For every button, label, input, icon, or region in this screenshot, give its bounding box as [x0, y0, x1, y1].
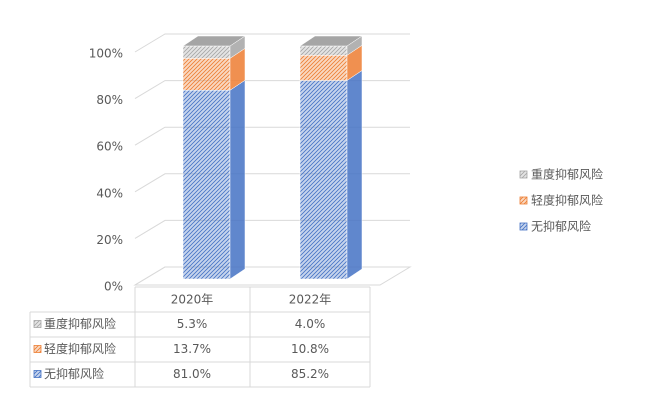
- legend-label: 重度抑郁风险: [531, 167, 603, 182]
- table-header: 2020年: [171, 293, 214, 307]
- bar-segment: [182, 35, 246, 59]
- table-marker: [33, 345, 42, 353]
- grid-line: [134, 80, 410, 100]
- bar-side: [229, 79, 246, 280]
- table-header: 2022年: [289, 293, 332, 307]
- bar-top: [182, 35, 246, 47]
- bar-segment: [299, 70, 363, 280]
- table-row-label: 轻度抑郁风险: [44, 341, 116, 356]
- grid-line: [134, 173, 410, 193]
- table-row-label: 无抑郁风险: [44, 366, 104, 381]
- table-cell: 5.3%: [177, 317, 208, 331]
- table-cell: 4.0%: [295, 317, 326, 331]
- grid-line: [134, 33, 410, 53]
- table-cell: 10.8%: [291, 342, 329, 356]
- bar-side: [346, 70, 363, 280]
- legend-label: 轻度抑郁风险: [531, 193, 603, 208]
- bar-front: [182, 45, 231, 59]
- y-tick-label: 60%: [96, 140, 123, 154]
- table-marker: [33, 370, 42, 378]
- y-tick-label: 80%: [96, 93, 123, 107]
- table-cell: 13.7%: [173, 342, 211, 356]
- table-cell: 85.2%: [291, 367, 329, 381]
- bar-segment: [182, 47, 246, 91]
- table-cell: 81.0%: [173, 367, 211, 381]
- bar-top: [299, 35, 363, 47]
- data-table-grid: [29, 286, 371, 388]
- y-tick-label: 100%: [89, 47, 123, 61]
- bar-segment: [299, 35, 363, 56]
- table-marker: [33, 320, 42, 328]
- y-tick-label: 20%: [96, 233, 123, 247]
- bar-front: [182, 90, 231, 280]
- bar-segment: [182, 79, 246, 280]
- legend-marker: [519, 170, 528, 179]
- bar-front: [182, 58, 231, 91]
- legend-marker: [519, 222, 528, 231]
- grid-line: [134, 266, 410, 286]
- grid-line: [134, 219, 410, 239]
- legend-label: 无抑郁风险: [531, 219, 591, 234]
- bar-segment: [299, 44, 363, 81]
- floor: [133, 266, 412, 286]
- bar-front: [299, 45, 348, 56]
- table-row-label: 重度抑郁风险: [44, 316, 116, 331]
- bar-front: [299, 55, 348, 81]
- y-tick-label: 0%: [104, 280, 123, 294]
- bar-front: [299, 80, 348, 280]
- legend-marker: [519, 196, 528, 205]
- grid-line: [134, 126, 410, 146]
- y-tick-label: 40%: [96, 186, 123, 200]
